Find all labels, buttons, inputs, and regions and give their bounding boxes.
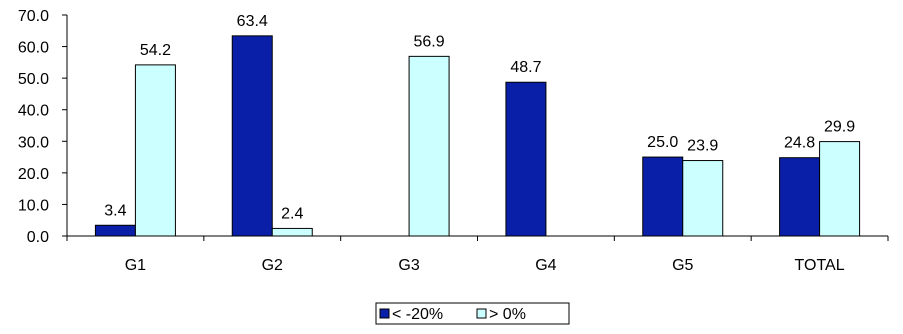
- data-label: 29.9: [824, 119, 855, 136]
- data-label: 24.8: [784, 135, 815, 152]
- y-tick-label: 40.0: [18, 103, 49, 120]
- bar-lt-minus20-g5: [642, 156, 684, 237]
- x-tick-label: G5: [672, 257, 693, 274]
- bar-gt-0-g2: [271, 227, 313, 237]
- y-tick-label: 10.0: [18, 197, 49, 214]
- legend: < -20% > 0%: [375, 302, 570, 325]
- legend-swatch: [379, 308, 390, 319]
- bar-lt-minus20-g1: [94, 224, 136, 237]
- x-tick-label: TOTAL: [795, 257, 845, 274]
- data-label: 23.9: [687, 138, 718, 155]
- x-tick-label: G4: [535, 257, 556, 274]
- bar-gt-0-g1: [134, 64, 176, 237]
- data-label: 56.9: [414, 33, 445, 50]
- data-label: 63.4: [237, 13, 268, 30]
- legend-swatch: [476, 308, 487, 319]
- data-label: 54.2: [140, 42, 171, 59]
- bar-lt-minus20-total: [779, 157, 821, 237]
- data-label: 48.7: [510, 59, 541, 76]
- y-tick-label: 30.0: [18, 134, 49, 151]
- legend-label: > 0%: [489, 306, 526, 323]
- data-labels-layer: 3.4 54.2 63.4 2.4 56.9 48.7 25.0 23.9 24.8 29.9: [104, 13, 855, 223]
- y-tick-label: 20.0: [18, 166, 49, 183]
- data-label: 3.4: [104, 202, 126, 219]
- y-tick-label: 60.0: [18, 40, 49, 57]
- y-tick-label: 0.0: [27, 229, 49, 246]
- y-tick-label: 50.0: [18, 71, 49, 88]
- bar-lt-minus20-g2: [231, 35, 273, 237]
- data-label: 25.0: [647, 134, 678, 151]
- legend-label: < -20%: [392, 306, 443, 323]
- x-tick-label: G3: [398, 257, 419, 274]
- bars-layer: [94, 35, 861, 237]
- y-tick-label: 70.0: [18, 8, 49, 25]
- axes-layer: 0.0 10.0 20.0 30.0 40.0 50.0 60.0 70.0 G1 G2 G3 G4 G…: [18, 8, 889, 274]
- bar-gt-0-g5: [682, 160, 724, 237]
- x-tick-label: G2: [262, 257, 283, 274]
- x-tick-label: G1: [125, 257, 146, 274]
- bar-gt-0-total: [819, 141, 861, 237]
- bar-lt-minus20-g4: [505, 81, 547, 237]
- data-label: 2.4: [281, 205, 303, 222]
- legend-box: [375, 302, 570, 325]
- bar-gt-0-g3: [408, 55, 450, 237]
